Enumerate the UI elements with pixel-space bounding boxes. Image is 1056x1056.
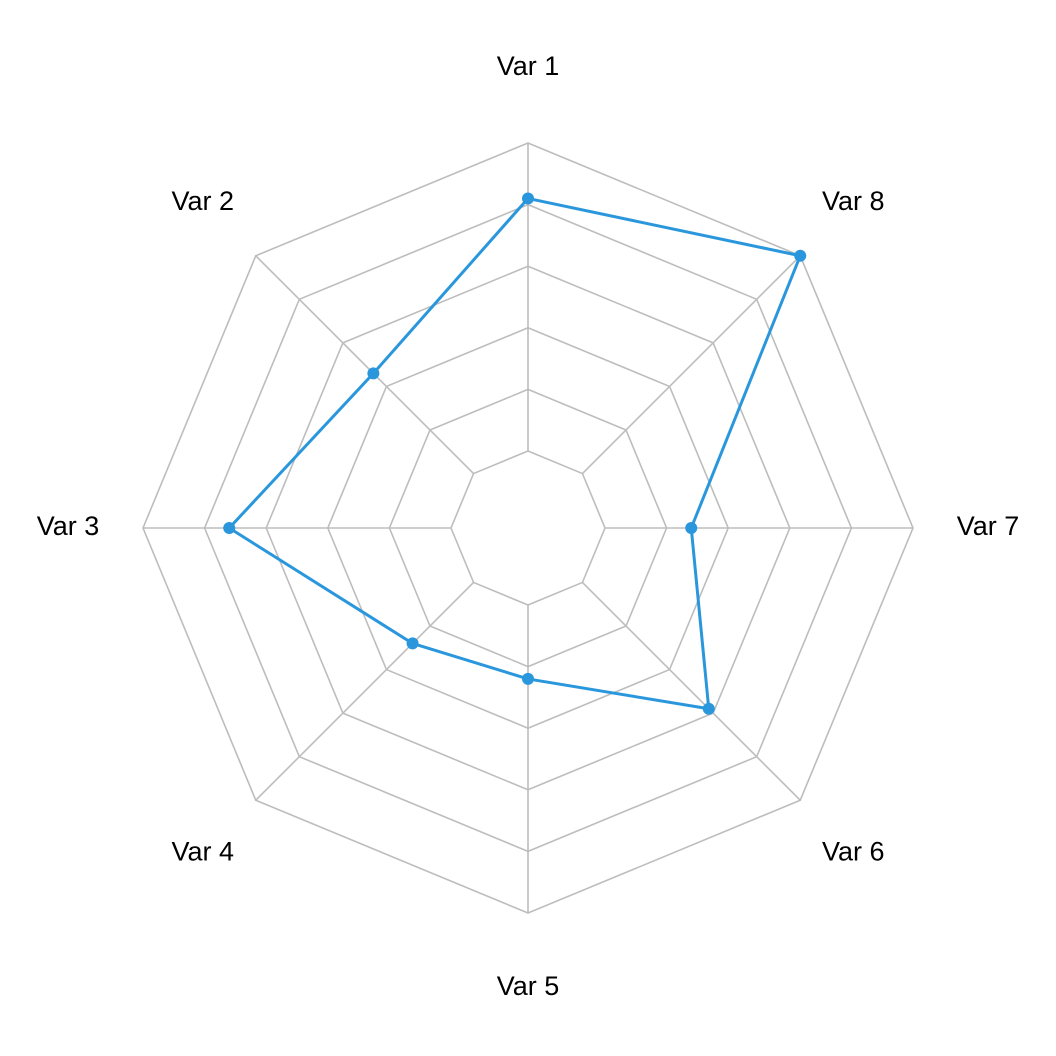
data-point [367, 367, 380, 380]
radar-grid [142, 142, 914, 914]
axis-spoke [581, 581, 801, 801]
axis-labels: Var 1 Var 2 Var 3 Var 4 Var 5 Var 6 Var 7 Var 8 [37, 51, 1020, 1001]
axis-spoke [255, 255, 475, 475]
axis-label: Var 1 [497, 51, 560, 81]
axis-label: Var 2 [171, 186, 234, 216]
data-point [223, 522, 236, 534]
data-point [685, 522, 698, 534]
axis-label: Var 5 [497, 971, 560, 1001]
axis-label: Var 4 [171, 836, 234, 866]
data-point [702, 702, 715, 715]
series-line [227, 196, 802, 711]
series-layer [223, 192, 807, 715]
axis-spoke [255, 581, 475, 801]
grid-ring [450, 450, 606, 606]
axis-label: Var 7 [957, 511, 1020, 541]
axis-spoke [581, 255, 801, 475]
data-point [522, 672, 534, 685]
axis-label: Var 3 [37, 511, 100, 541]
axis-label: Var 8 [822, 186, 885, 216]
data-point [406, 637, 419, 650]
data-point [522, 192, 534, 205]
data-point [794, 249, 807, 262]
axis-label: Var 6 [822, 836, 885, 866]
